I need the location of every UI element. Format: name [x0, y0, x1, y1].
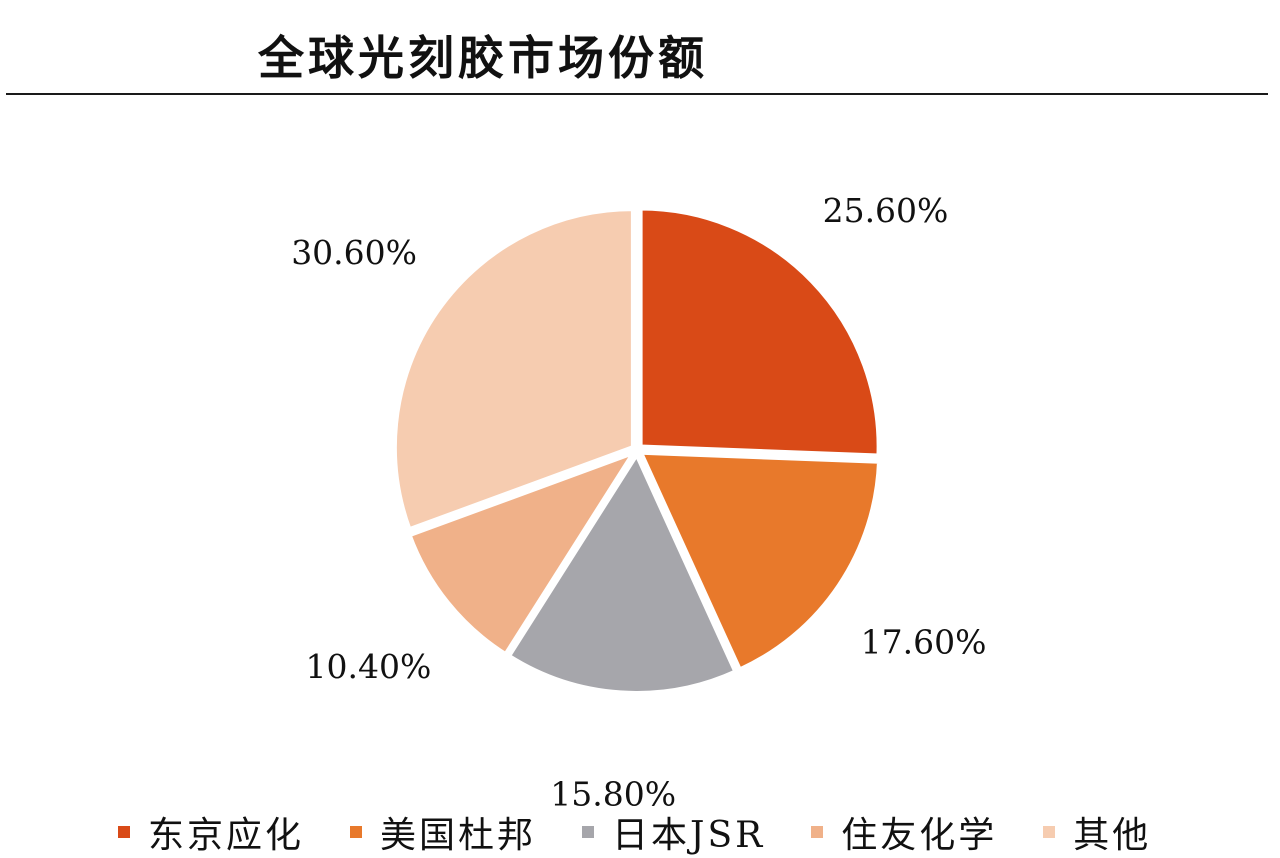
chart-title: 全球光刻胶市场份额 — [258, 31, 708, 85]
chart-legend: 东京应化 美国杜邦 日本JSR 住友化学 其他 — [118, 806, 1197, 858]
data-label-3: 15.80% — [550, 775, 676, 814]
data-label-1: 25.60% — [823, 191, 949, 230]
pie-slice-3 — [507, 452, 738, 695]
legend-swatch — [118, 826, 130, 838]
legend-item-5: 其他 — [1043, 806, 1151, 858]
legend-item-3: 日本JSR — [582, 806, 765, 858]
pie-slice-2 — [639, 450, 881, 672]
legend-item-2: 美国杜邦 — [350, 806, 536, 858]
legend-label: 东京应化 — [148, 815, 305, 856]
legend-swatch — [1043, 826, 1056, 838]
pie-slice-5 — [392, 207, 635, 532]
data-label-4: 10.40% — [306, 647, 432, 686]
legend-swatch — [350, 826, 363, 838]
title-underline — [6, 93, 1268, 95]
legend-label: 日本JSR — [612, 815, 766, 856]
data-label-2: 17.60% — [861, 623, 987, 662]
legend-label: 美国杜邦 — [380, 815, 537, 856]
legend-swatch — [582, 826, 595, 838]
legend-item-4: 住友化学 — [811, 806, 997, 858]
pie-slice-1 — [638, 206, 881, 458]
pie-slice-4 — [407, 451, 636, 657]
legend-swatch — [811, 826, 824, 838]
legend-label: 住友化学 — [841, 815, 998, 856]
legend-item-1: 东京应化 — [118, 806, 304, 858]
data-label-5: 30.60% — [291, 233, 417, 272]
legend-label: 其他 — [1073, 815, 1152, 856]
